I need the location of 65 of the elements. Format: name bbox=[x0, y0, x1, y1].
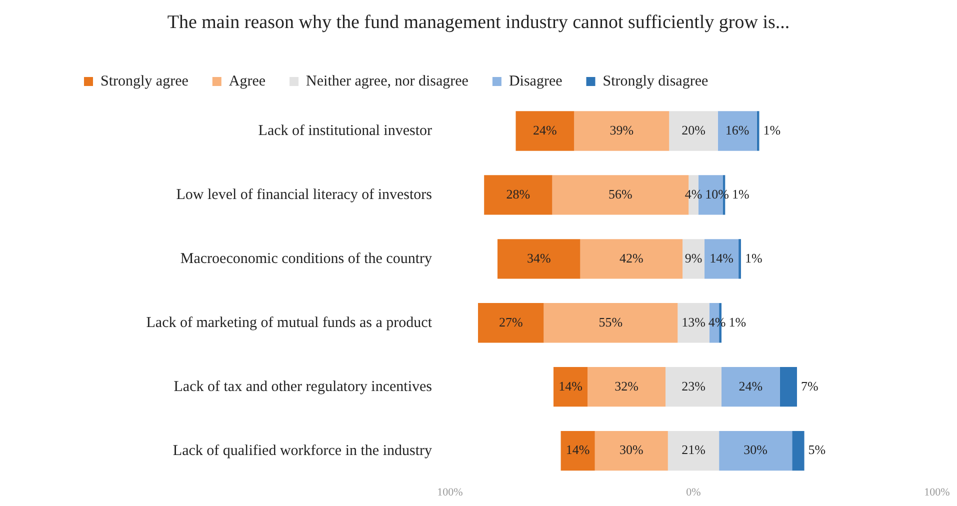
bar bbox=[594, 430, 668, 471]
x-tick-label: 0% bbox=[686, 486, 701, 498]
data-label: 56% bbox=[608, 186, 633, 202]
chart-title: The main reason why the fund management industry cannot sufficiently grow is... bbox=[166, 12, 791, 34]
bar bbox=[560, 430, 595, 471]
data-label: 4% bbox=[684, 186, 702, 202]
data-label: 16% bbox=[725, 122, 750, 138]
bar bbox=[719, 430, 792, 471]
data-label: 28% bbox=[506, 186, 530, 202]
data-label: 1% bbox=[763, 122, 781, 138]
bar bbox=[678, 303, 710, 343]
bar bbox=[682, 239, 704, 279]
data-label: 14% bbox=[566, 442, 590, 458]
bar bbox=[478, 303, 544, 343]
bar bbox=[516, 111, 574, 151]
bar bbox=[497, 239, 580, 279]
bar bbox=[668, 430, 720, 471]
y-tick-label: Lack of qualified workforce in the industry bbox=[172, 442, 432, 459]
data-label: 1% bbox=[732, 186, 750, 202]
data-label: 55% bbox=[598, 314, 623, 330]
bar bbox=[553, 367, 588, 407]
legend-label: Neither agree, nor disagree bbox=[306, 73, 469, 90]
data-label: 5% bbox=[808, 442, 826, 458]
y-tick-label: Lack of institutional investor bbox=[258, 122, 432, 139]
bar bbox=[722, 367, 780, 407]
legend-label: Disagree bbox=[508, 73, 563, 90]
legend-label: Strongly disagree bbox=[602, 73, 708, 90]
data-label: 1% bbox=[728, 314, 746, 330]
bar bbox=[666, 367, 722, 407]
data-label: 24% bbox=[533, 122, 558, 138]
bar bbox=[669, 111, 718, 151]
data-label: 23% bbox=[682, 378, 706, 394]
bar bbox=[588, 367, 666, 407]
x-tick-label: 100% bbox=[924, 486, 950, 498]
data-label: 13% bbox=[682, 314, 706, 330]
y-tick-label: Lack of tax and other regulatory incentives bbox=[174, 378, 432, 395]
data-label: 27% bbox=[498, 314, 523, 330]
data-label: 39% bbox=[610, 122, 634, 138]
bar bbox=[704, 239, 739, 279]
data-label: 32% bbox=[614, 378, 639, 394]
y-tick-label: Low level of financial literacy of investors bbox=[176, 186, 432, 203]
bar bbox=[574, 111, 670, 151]
data-label: 24% bbox=[738, 378, 763, 394]
bar bbox=[792, 430, 804, 471]
data-label: 9% bbox=[684, 250, 702, 266]
data-label: 14% bbox=[558, 378, 583, 394]
data-label: 20% bbox=[682, 122, 706, 138]
bar bbox=[780, 367, 797, 407]
data-label: 21% bbox=[682, 442, 706, 458]
legend-label: Strongly agree bbox=[100, 73, 189, 90]
data-label: 30% bbox=[619, 442, 644, 458]
data-label: 1% bbox=[744, 250, 762, 266]
bar bbox=[484, 175, 552, 215]
legend-label: Agree bbox=[228, 73, 266, 90]
data-label: 34% bbox=[526, 250, 551, 266]
y-tick-label: Macroeconomic conditions of the country bbox=[180, 250, 432, 267]
bar bbox=[718, 111, 757, 151]
data-label: 7% bbox=[800, 378, 818, 394]
x-tick-label: 100% bbox=[437, 486, 463, 498]
data-label: 42% bbox=[619, 250, 644, 266]
bar bbox=[580, 239, 683, 279]
y-tick-label: Lack of marketing of mutual funds as a product bbox=[146, 314, 433, 331]
bar bbox=[544, 303, 678, 343]
data-label: 14% bbox=[710, 250, 734, 266]
data-label: 30% bbox=[744, 442, 768, 458]
